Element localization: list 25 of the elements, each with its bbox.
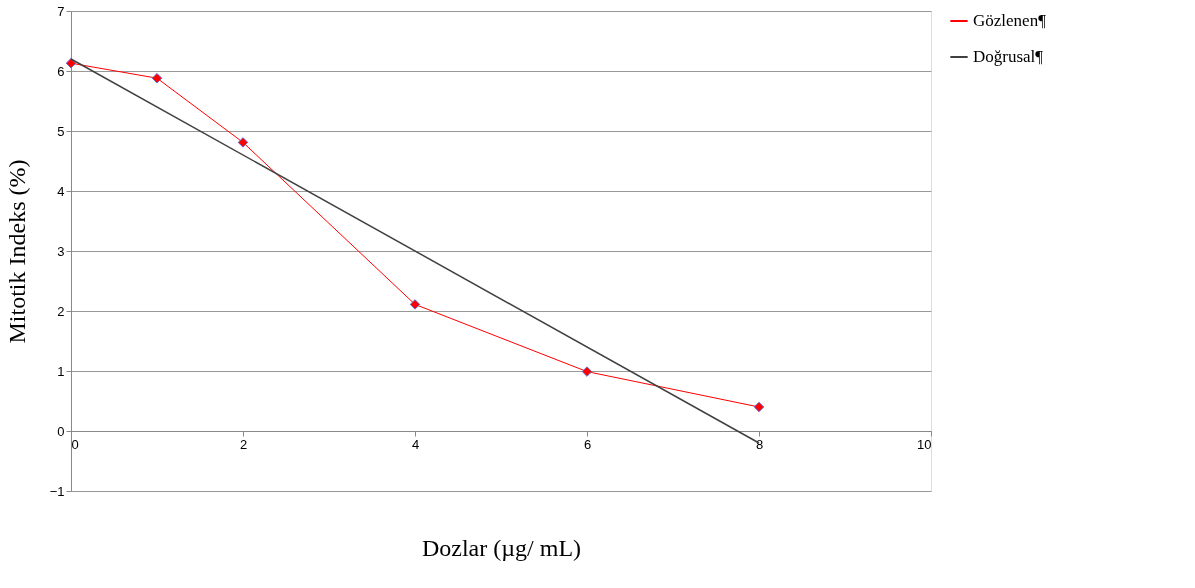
legend-label: Gözlenen¶ <box>973 11 1047 30</box>
y-tick-label: 3 <box>57 243 65 259</box>
y-tick-label: 7 <box>57 3 65 19</box>
point <box>581 366 593 377</box>
point <box>753 401 765 413</box>
x-tick-label: 4 <box>411 436 420 452</box>
y-axis-title: Mitotik Indeks (%) <box>3 159 30 344</box>
legend-label: Doğrusal¶ <box>973 47 1044 66</box>
point <box>409 299 421 310</box>
point <box>237 137 249 148</box>
y-tick-label: 2 <box>57 303 65 319</box>
y-tick-label: 1 <box>57 363 65 379</box>
point <box>151 72 163 84</box>
x-tick-label: 8 <box>755 436 764 452</box>
x-tick-label: 2 <box>239 436 248 452</box>
y-tick-label: −1 <box>49 483 65 499</box>
y-tick-label: 0 <box>57 423 65 439</box>
point <box>65 57 77 69</box>
y-tick-label: 5 <box>57 123 65 139</box>
y-tick-label: 4 <box>57 183 65 199</box>
x-axis-title: Dozlar (µg/ mL) <box>421 534 582 561</box>
x-tick-label: 0 <box>71 436 79 452</box>
x-tick-label: 10 <box>917 436 932 452</box>
x-tick-label: 6 <box>583 436 592 452</box>
y-tick-label: 6 <box>57 63 65 79</box>
